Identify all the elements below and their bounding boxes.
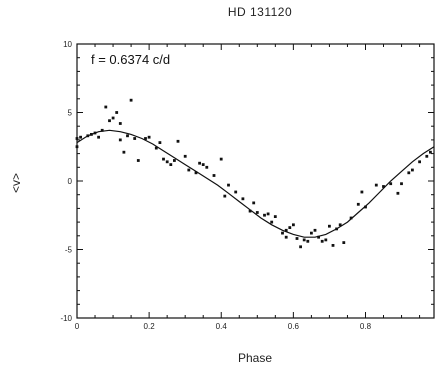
data-point xyxy=(313,228,317,232)
data-point xyxy=(266,212,270,216)
data-point xyxy=(389,182,393,186)
data-point xyxy=(136,159,140,162)
data-point xyxy=(227,183,230,187)
data-point xyxy=(248,209,252,213)
data-point xyxy=(75,137,79,140)
data-point xyxy=(338,223,342,227)
data-point xyxy=(317,235,320,239)
data-point xyxy=(79,135,82,139)
data-point xyxy=(201,163,205,166)
y-tick-label: 10 xyxy=(63,40,72,49)
data-point xyxy=(418,160,421,164)
data-point xyxy=(292,223,295,227)
data-point xyxy=(360,190,364,194)
data-point xyxy=(306,239,310,243)
data-point xyxy=(183,154,187,158)
data-point xyxy=(302,238,306,242)
data-point xyxy=(198,161,201,165)
data-point xyxy=(219,157,223,161)
data-point xyxy=(382,185,385,188)
data-point xyxy=(212,174,216,177)
data-point xyxy=(411,168,414,172)
data-point xyxy=(176,139,180,143)
data-point xyxy=(288,226,292,229)
data-point xyxy=(425,154,429,158)
x-tick-label: 0 xyxy=(75,322,80,331)
data-point xyxy=(335,227,338,231)
data-point xyxy=(154,146,158,150)
data-point xyxy=(93,131,97,135)
data-point xyxy=(205,165,209,169)
data-point xyxy=(111,116,115,120)
data-point xyxy=(342,241,346,244)
x-tick-label: 0.4 xyxy=(216,322,228,331)
data-point xyxy=(90,133,93,136)
data-point xyxy=(396,191,400,195)
data-point xyxy=(324,238,328,242)
data-point xyxy=(75,145,79,149)
data-point xyxy=(252,201,256,205)
x-tick-label: 0.8 xyxy=(360,322,372,331)
data-point xyxy=(147,135,151,139)
data-point xyxy=(133,137,137,140)
data-point xyxy=(270,220,274,224)
data-point xyxy=(194,171,198,175)
y-tick-label: -10 xyxy=(60,314,72,323)
data-point xyxy=(320,239,324,243)
data-point xyxy=(165,160,169,164)
data-point xyxy=(187,168,191,172)
plot-area: 0 0.2 0.4 0.6 0.8 -10 -5 0 5 10 xyxy=(60,40,435,331)
x-tick-label: 0.2 xyxy=(144,322,156,331)
y-axis-label: <v> xyxy=(9,173,23,193)
data-point xyxy=(328,224,331,228)
data-point xyxy=(284,235,288,239)
data-point xyxy=(223,194,227,198)
data-point xyxy=(100,128,104,132)
data-point xyxy=(356,202,360,206)
data-point xyxy=(281,231,284,235)
data-point xyxy=(169,163,173,166)
data-point xyxy=(234,190,238,194)
data-point xyxy=(273,215,277,218)
data-point xyxy=(284,228,288,232)
data-point xyxy=(129,98,133,102)
x-tick-label: 0.6 xyxy=(288,322,300,331)
data-point xyxy=(310,231,313,235)
data-point xyxy=(407,171,411,175)
data-point xyxy=(374,183,378,187)
data-point xyxy=(118,122,122,125)
y-tick-label: 5 xyxy=(68,109,73,118)
data-point xyxy=(299,245,302,249)
fit-curve xyxy=(76,129,435,238)
data-point xyxy=(144,137,147,140)
data-point xyxy=(255,211,259,214)
chart-title: HD 131120 xyxy=(228,5,292,19)
data-point xyxy=(331,244,335,247)
data-point xyxy=(158,141,162,144)
data-point xyxy=(241,197,245,201)
data-point xyxy=(118,138,122,142)
data-point xyxy=(115,111,119,114)
data-point xyxy=(86,134,90,138)
frequency-annotation: f = 0.6374 c/d xyxy=(91,52,170,67)
data-point xyxy=(263,213,266,217)
data-point xyxy=(162,157,165,161)
y-tick-label: -5 xyxy=(65,246,73,255)
data-point xyxy=(104,105,108,109)
data-point xyxy=(122,150,126,154)
data-point xyxy=(295,237,299,240)
data-point xyxy=(173,159,176,162)
data-point xyxy=(349,216,353,220)
data-point xyxy=(429,150,432,154)
data-point xyxy=(364,205,367,209)
data-point xyxy=(400,182,403,186)
y-tick-label: 0 xyxy=(68,177,73,186)
data-point xyxy=(97,135,100,139)
data-point xyxy=(126,134,129,138)
plot-frame xyxy=(76,43,435,319)
x-axis-label: Phase xyxy=(238,351,272,365)
data-point xyxy=(108,119,111,123)
